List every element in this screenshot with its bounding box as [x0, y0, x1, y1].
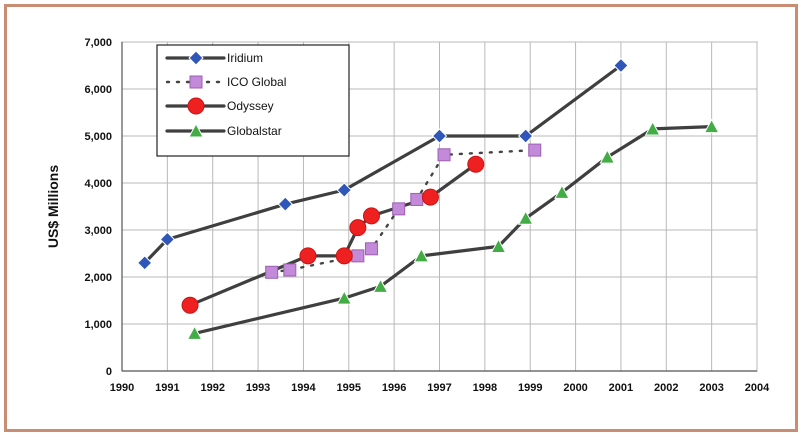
axes [121, 42, 757, 372]
ico-global-point [351, 249, 365, 263]
globalstar-point [599, 149, 616, 164]
ico-global-point [528, 143, 542, 157]
x-tick-label: 1992 [200, 382, 224, 394]
iridium-point [336, 182, 352, 198]
iridium-point [431, 128, 448, 144]
legend-marker [188, 122, 204, 138]
odyssey-point [299, 247, 317, 265]
globalstar-point [186, 325, 203, 340]
y-tick-label: 5,000 [84, 131, 112, 143]
y-tick-label: 6,000 [84, 84, 112, 96]
iridium-point [136, 255, 153, 271]
y-tick-label: 7,000 [84, 37, 112, 49]
globalstar-point [336, 290, 353, 305]
globalstar-point [644, 120, 661, 136]
x-tick-label: 2003 [699, 382, 723, 394]
legend-label: Odyssey [227, 99, 274, 113]
x-tick-label: 1991 [155, 382, 179, 394]
x-tick-label: 1995 [337, 382, 361, 394]
ico-global-point [410, 192, 424, 206]
x-tick-label: 1993 [246, 382, 270, 394]
legend-label: Globalstar [227, 124, 282, 138]
series-markers [136, 57, 720, 340]
ico-global-series-line [270, 148, 536, 274]
x-tick-label: 1998 [473, 382, 497, 394]
odyssey-point [181, 296, 199, 314]
x-tick-label: 1999 [518, 382, 542, 394]
globalstar-point [490, 238, 507, 253]
y-tick-label: 0 [106, 366, 112, 378]
iridium-point [517, 128, 534, 144]
iridium-point [613, 57, 629, 74]
odyssey-point [467, 155, 485, 173]
globalstar-point [517, 210, 534, 225]
globalstar-point [372, 278, 389, 293]
odyssey-point [349, 219, 367, 237]
odyssey-point [362, 207, 380, 225]
legend-marker [187, 97, 205, 115]
y-tick-label: 4,000 [84, 178, 112, 190]
ico-global-point [392, 202, 406, 216]
x-tick-label: 2001 [609, 382, 633, 394]
iridium-point [159, 231, 176, 248]
x-tick-label: 2002 [654, 382, 678, 394]
y-tick-label: 2,000 [84, 272, 112, 284]
ico-global-point [265, 265, 279, 279]
legend-marker [189, 75, 203, 89]
ico-global-point [364, 242, 378, 256]
x-tick-label: 1994 [291, 382, 316, 394]
y-tick-label: 3,000 [84, 225, 112, 237]
legend-marker [188, 50, 204, 66]
globalstar-point [554, 184, 570, 199]
globalstar-point [413, 247, 430, 263]
axis-labels: 1990 1991 1992 1993 1994 1995 1996 1997 1998 1999… [45, 37, 770, 394]
x-tick-label: 1996 [382, 382, 406, 394]
x-tick-label: 2004 [745, 382, 770, 394]
ico-global-point [437, 148, 451, 162]
legend-label: ICO Global [227, 75, 286, 89]
y-tick-label: 1,000 [84, 319, 112, 331]
legend-label: Iridium [227, 51, 263, 65]
globalstar-series-line [193, 125, 714, 335]
globalstar-point [703, 118, 720, 134]
x-tick-label: 1997 [427, 382, 451, 394]
odyssey-point [421, 188, 439, 206]
odyssey-point [335, 247, 353, 265]
x-tick-label: 1990 [110, 382, 134, 394]
y-axis-title: US$ Millions [45, 165, 61, 248]
ico-global-point [283, 263, 297, 277]
x-tick-label: 2000 [563, 382, 587, 394]
legend: Iridium ICO Global Odyssey Globalstar [156, 44, 350, 157]
iridium-point [277, 196, 293, 212]
